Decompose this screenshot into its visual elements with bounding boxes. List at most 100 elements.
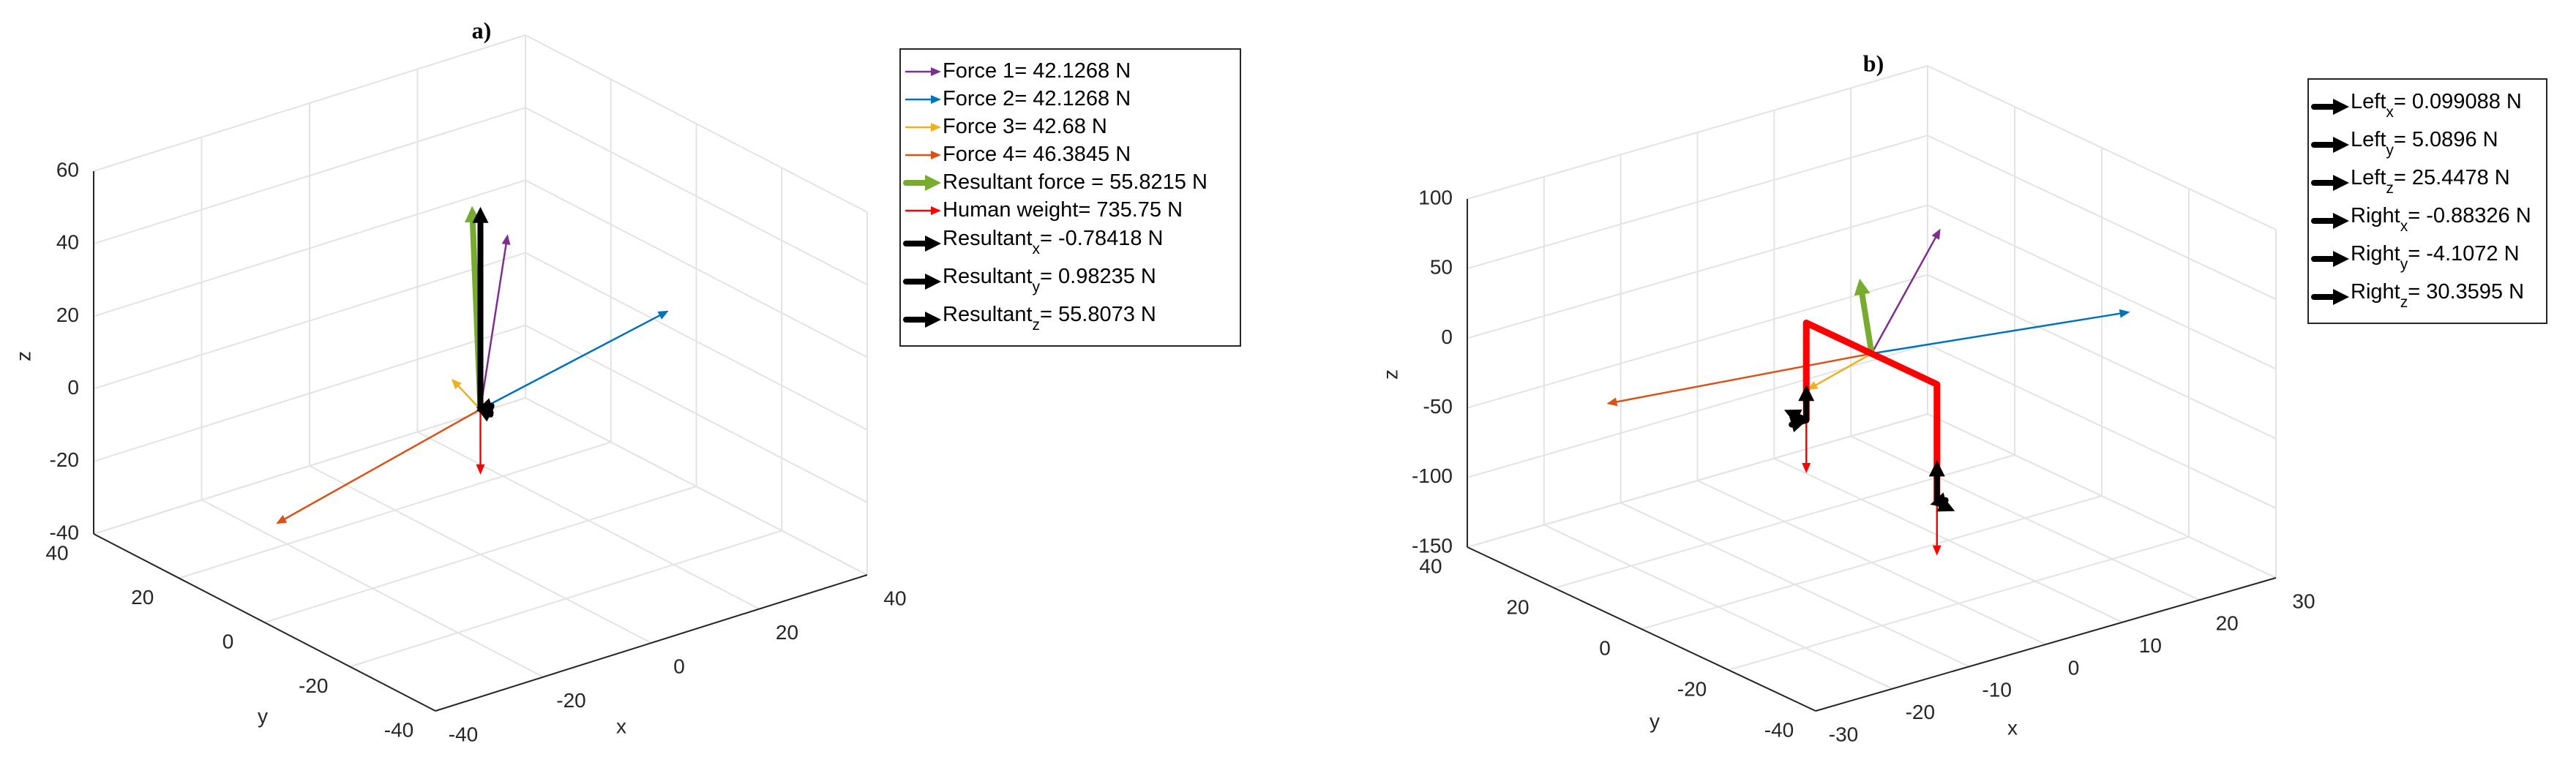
legend-label: Resultantz= 55.8073 N bbox=[943, 303, 1156, 334]
legend-text: x bbox=[1033, 241, 1041, 257]
grid-line bbox=[1927, 65, 2277, 230]
legend-entry: Righty= -4.1072 N bbox=[2311, 242, 2520, 273]
arrow-head bbox=[931, 67, 941, 76]
arrow-head bbox=[276, 515, 288, 524]
grid-line bbox=[93, 107, 526, 245]
x-tick-label: 20 bbox=[2216, 612, 2239, 635]
z-axis-label: z bbox=[1379, 369, 1401, 380]
arrow bbox=[276, 408, 482, 524]
legend-text: Resultant force = 55.8215 N bbox=[943, 170, 1208, 194]
legend-text: = -0.78418 N bbox=[1040, 227, 1163, 250]
legend-text: = 0.099088 N bbox=[2394, 90, 2522, 113]
z-tick-label: 0 bbox=[1441, 325, 1453, 348]
grid-line bbox=[93, 397, 526, 535]
y-tick-label: 20 bbox=[1506, 595, 1529, 618]
grid-line bbox=[1927, 274, 2277, 440]
grid-line bbox=[93, 252, 526, 390]
legend-label: Resultant force = 55.8215 N bbox=[943, 170, 1208, 194]
legend-text: = -4.1072 N bbox=[2408, 242, 2519, 266]
arrow-head bbox=[1807, 381, 1819, 391]
arrow-head bbox=[931, 95, 941, 104]
arrow bbox=[1798, 385, 1815, 423]
legend-text: x bbox=[2386, 104, 2394, 121]
y-tick-label: -20 bbox=[1677, 677, 1707, 700]
arrow bbox=[451, 378, 482, 410]
x-tick-label: 20 bbox=[776, 621, 798, 644]
legend-box bbox=[899, 48, 1241, 347]
z-tick-label: 100 bbox=[1418, 186, 1453, 208]
grid-line bbox=[179, 441, 612, 579]
legend-entry: Resultantz= 55.8073 N bbox=[903, 303, 1156, 334]
arrow-head bbox=[1798, 385, 1815, 402]
z-tick-label: 0 bbox=[67, 376, 79, 399]
grid-line bbox=[264, 486, 697, 623]
arrow bbox=[479, 234, 511, 410]
x-tick-label: 0 bbox=[2068, 656, 2080, 679]
arrow-head bbox=[501, 234, 511, 245]
y-axis-line bbox=[1467, 546, 1816, 712]
x-tick-label: -40 bbox=[449, 723, 478, 745]
z-tick-label: -40 bbox=[50, 521, 79, 543]
legend-entry: Resultant force = 55.8215 N bbox=[903, 170, 1208, 194]
arrow-head bbox=[925, 274, 941, 290]
legend-text: = 55.8073 N bbox=[1040, 303, 1156, 326]
x-tick-label: 40 bbox=[883, 587, 906, 609]
x-tick-label: -30 bbox=[1829, 723, 1858, 745]
y-tick-label: -40 bbox=[384, 718, 413, 741]
legend-text: = 25.4478 N bbox=[2394, 166, 2510, 189]
arrow-head bbox=[1932, 545, 1942, 556]
y-tick-label: 40 bbox=[45, 541, 68, 564]
arrow-head bbox=[2333, 289, 2349, 305]
x-axis-line bbox=[435, 574, 868, 712]
z-tick-label: 50 bbox=[1430, 256, 1453, 279]
arrow-head bbox=[2333, 213, 2349, 229]
grid-line bbox=[1927, 413, 2277, 579]
legend-text: Force 2= 42.1268 N bbox=[943, 87, 1131, 110]
y-tick-label: 0 bbox=[222, 630, 234, 652]
arrow-head bbox=[1783, 409, 1802, 424]
arrow bbox=[472, 206, 489, 413]
arrow-head bbox=[2333, 251, 2349, 267]
legend-text: y bbox=[1033, 279, 1041, 295]
legend-text: y bbox=[2400, 256, 2408, 273]
arrow-shaft bbox=[479, 315, 661, 410]
grid-line bbox=[1927, 135, 2277, 301]
arrow-shaft bbox=[284, 408, 482, 520]
z-tick-label: 40 bbox=[56, 231, 79, 254]
legend-text: Resultant bbox=[943, 303, 1033, 326]
grid-line bbox=[525, 397, 868, 576]
legend-text: Force 4= 46.3845 N bbox=[943, 143, 1131, 166]
grid-line bbox=[93, 34, 526, 172]
grid-line bbox=[1927, 343, 2277, 509]
arrow-head bbox=[925, 175, 941, 191]
legend-entry: Resultantx= -0.78418 N bbox=[903, 227, 1164, 257]
legend-text: Resultant bbox=[943, 227, 1033, 250]
y-tick-label: -40 bbox=[1764, 718, 1794, 741]
legend-label: Force 4= 46.3845 N bbox=[943, 143, 1131, 166]
arrow-head bbox=[1854, 278, 1871, 296]
legend-entry: Rightx= -0.88326 N bbox=[2311, 204, 2531, 235]
legend-label: Force 2= 42.1268 N bbox=[943, 87, 1131, 110]
grid-line bbox=[1467, 413, 1928, 548]
x-axis-label: x bbox=[2007, 716, 2018, 739]
frame-line bbox=[1802, 319, 1941, 503]
arrow bbox=[1807, 353, 1873, 391]
legend-label: Lefty= 5.0896 N bbox=[2351, 128, 2498, 159]
z-axis-label: z bbox=[12, 351, 34, 361]
arrow-head bbox=[931, 151, 941, 159]
z-tick-label: -100 bbox=[1412, 464, 1453, 487]
arrow-head bbox=[2333, 137, 2349, 153]
arrow bbox=[1802, 419, 1811, 474]
legend-text: z bbox=[2400, 294, 2408, 311]
y-axis-label: y bbox=[1650, 709, 1660, 732]
legend-entry: Lefty= 5.0896 N bbox=[2311, 128, 2498, 159]
chart-title: b) bbox=[1863, 50, 1884, 76]
grid-line bbox=[525, 324, 868, 503]
y-tick-label: -20 bbox=[299, 674, 328, 697]
legend-label: Force 1= 42.1268 N bbox=[943, 59, 1131, 83]
grid-line bbox=[525, 34, 868, 213]
x-axis-label: x bbox=[616, 715, 626, 737]
legend-entry: Leftz= 25.4478 N bbox=[2311, 166, 2510, 197]
legend-text: Resultant bbox=[943, 265, 1033, 288]
arrow-shaft bbox=[1871, 236, 1937, 355]
